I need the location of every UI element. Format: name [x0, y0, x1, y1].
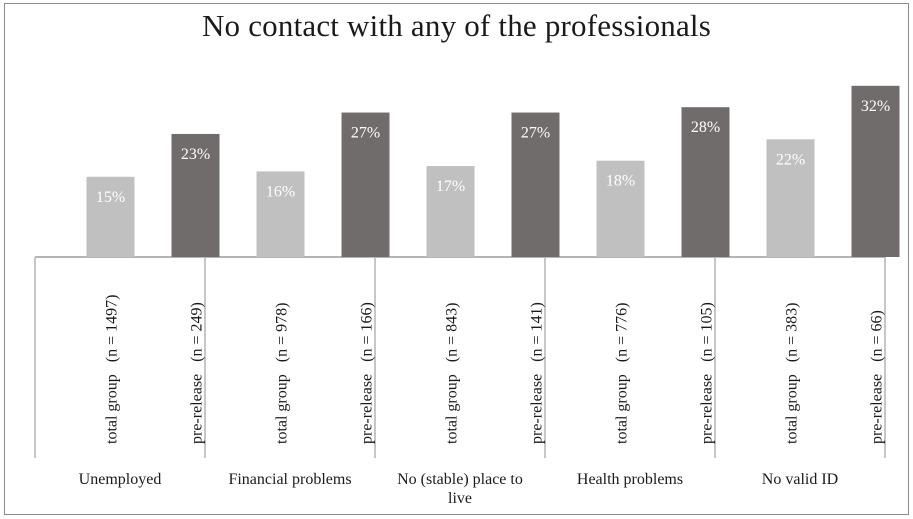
tick-label: total group (n = 843)	[444, 303, 461, 444]
category-label: Health problems	[577, 471, 683, 488]
tick-label: pre-release (n = 166)	[359, 302, 376, 444]
tick-label: total group (n = 978)	[274, 303, 291, 444]
tick-label: pre-release (n = 141)	[529, 302, 546, 444]
tick-label: pre-release (n = 105)	[699, 302, 716, 444]
category-label: live	[448, 490, 472, 507]
bar	[851, 85, 900, 257]
data-label: 27%	[521, 125, 550, 142]
tick-label: total group (n = 1497)	[104, 295, 121, 444]
bar	[681, 107, 730, 257]
category-label: No valid ID	[762, 471, 838, 488]
category-label: No (stable) place to	[397, 471, 523, 488]
data-label: 18%	[606, 173, 635, 190]
data-label: 16%	[266, 183, 295, 200]
tick-label: pre-release (n = 66)	[869, 310, 886, 444]
tick-label: pre-release (n = 249)	[189, 302, 206, 444]
data-label: 22%	[776, 151, 805, 168]
data-label: 27%	[351, 125, 380, 142]
tick-label: total group (n = 776)	[614, 303, 631, 444]
data-label: 28%	[691, 119, 720, 136]
bar	[171, 133, 220, 257]
data-label: 32%	[861, 98, 890, 115]
chart-frame	[4, 3, 909, 515]
bar	[341, 112, 390, 257]
chart-title: No contact with any of the professionals	[201, 8, 712, 43]
tick-label: total group (n = 383)	[784, 303, 801, 444]
bar	[256, 171, 305, 257]
bar	[766, 139, 815, 257]
bar	[511, 112, 560, 257]
data-label: 17%	[436, 178, 465, 195]
data-label: 23%	[181, 146, 210, 163]
bar	[426, 166, 475, 257]
bar	[86, 176, 135, 257]
category-label: Unemployed	[79, 471, 162, 488]
data-label: 15%	[96, 189, 125, 206]
category-label: Financial problems	[228, 471, 351, 488]
bar	[596, 160, 645, 257]
